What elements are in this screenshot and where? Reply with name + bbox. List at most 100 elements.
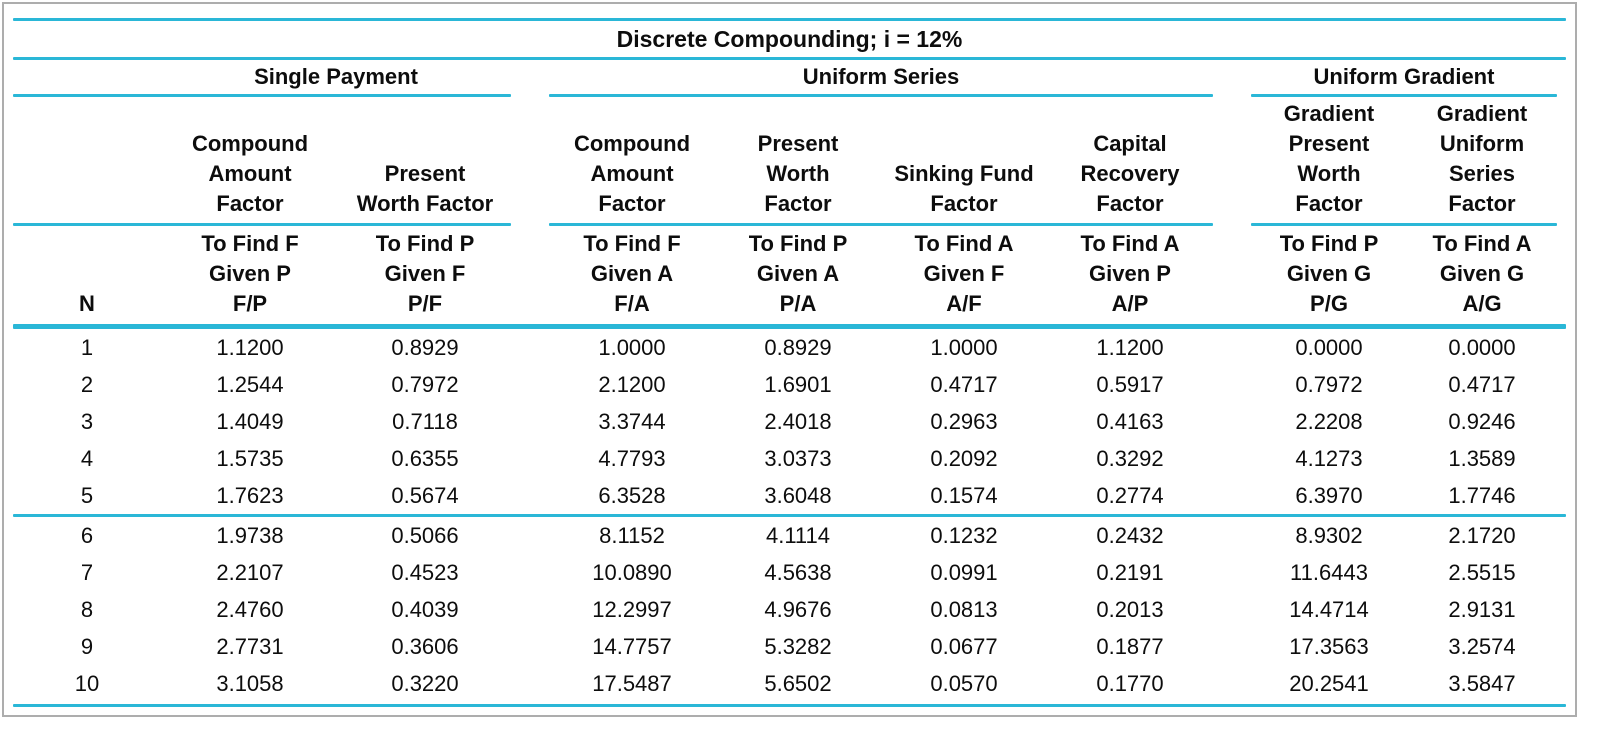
cell-n: 9 — [80, 634, 94, 659]
cell-value: 0.3220 — [391, 671, 459, 696]
table-row: 9 2.7731 0.3606 14.7757 5.3282 0.0677 0.1877 17… — [13, 628, 1566, 665]
group-underline-uniform-gradient — [1251, 94, 1557, 97]
cell-value: 0.4523 — [391, 560, 459, 585]
cell-n: 7 — [80, 560, 94, 585]
rows-group-6-10: 6 1.9738 0.5066 8.1152 4.1114 0.1232 0.2432 8.9… — [13, 517, 1566, 702]
cell-value: 0.0813 — [930, 597, 998, 622]
column-header-factor: Compound Amount Factor — [191, 131, 309, 216]
cell-value: 0.0000 — [1295, 335, 1363, 360]
cell-value: 0.8929 — [391, 335, 459, 360]
cell-value: 0.2774 — [1096, 483, 1164, 508]
cell-value: 0.1574 — [930, 483, 998, 508]
cell-value: 0.0000 — [1448, 335, 1516, 360]
cell-value: 8.1152 — [599, 523, 665, 548]
cell-n: 2 — [80, 372, 94, 397]
cell-value: 2.4018 — [764, 409, 832, 434]
cell-value: 0.0991 — [930, 560, 998, 585]
cell-value: 0.9246 — [1448, 409, 1516, 434]
subheader-pa: To Find P Given A P/A — [748, 231, 848, 316]
table-row: 6 1.9738 0.5066 8.1152 4.1114 0.1232 0.2432 8.9… — [13, 517, 1566, 554]
cell-value: 0.0570 — [930, 671, 998, 696]
cell-value: 10.0890 — [592, 560, 672, 585]
mid-divider-rule — [13, 514, 1566, 517]
group-underline-row — [13, 94, 1566, 97]
cell-value: 0.2013 — [1096, 597, 1164, 622]
cell-value: 2.2107 — [216, 560, 284, 585]
cell-n: 1 — [80, 335, 94, 360]
subheader-ag: To Find A Given G A/G — [1432, 231, 1532, 316]
cell-value: 1.7746 — [1448, 483, 1516, 508]
subheader-af: To Find A Given F A/F — [914, 231, 1014, 316]
cell-n: 10 — [74, 671, 100, 696]
cell-n: 8 — [80, 597, 94, 622]
subheader-ap: To Find A Given P A/P — [1080, 231, 1180, 316]
cell-value: 2.7731 — [216, 634, 284, 659]
subheader-pg: To Find P Given G P/G — [1279, 231, 1379, 316]
group-header-uniform-gradient: Uniform Gradient — [1313, 64, 1495, 89]
subheader-fp: To Find F Given P F/P — [201, 231, 299, 316]
cell-value: 0.5917 — [1096, 372, 1164, 397]
title-rule — [13, 57, 1566, 60]
cell-value: 1.3589 — [1448, 446, 1516, 471]
cell-n: 6 — [80, 523, 94, 548]
cell-value: 14.7757 — [592, 634, 672, 659]
cell-value: 5.3282 — [764, 634, 832, 659]
group-header-single-payment: Single Payment — [254, 64, 418, 89]
cell-value: 0.8929 — [764, 335, 832, 360]
cell-value: 0.2092 — [930, 446, 998, 471]
cell-value: 0.7972 — [391, 372, 459, 397]
cell-value: 1.5735 — [216, 446, 284, 471]
table-row: 2 1.2544 0.7972 2.1200 1.6901 0.4717 0.5917 0.7… — [13, 366, 1566, 403]
group-header-uniform-series: Uniform Series — [802, 64, 960, 89]
cell-value: 1.4049 — [216, 409, 284, 434]
column-header-factor: Present Worth Factor — [757, 131, 839, 216]
cell-value: 1.2544 — [216, 372, 284, 397]
cell-value: 0.4163 — [1096, 409, 1164, 434]
table-row: 10 3.1058 0.3220 17.5487 5.6502 0.0570 0.1770 2… — [13, 665, 1566, 702]
table-row: 3 1.4049 0.7118 3.3744 2.4018 0.2963 0.4163 2.2… — [13, 403, 1566, 440]
cell-value: 6.3528 — [598, 483, 666, 508]
cell-value: 14.4714 — [1289, 597, 1369, 622]
subheader-fa: To Find F Given A F/A — [583, 231, 681, 316]
cell-value: 3.2574 — [1448, 634, 1516, 659]
table-row: 7 2.2107 0.4523 10.0890 4.5638 0.0991 0.2191 11… — [13, 554, 1566, 591]
factor-table: Discrete Compounding; i = 12% Single Pay… — [2, 2, 1577, 717]
cell-value: 1.6901 — [764, 372, 832, 397]
cell-value: 0.4717 — [1448, 372, 1516, 397]
cell-value: 0.5066 — [391, 523, 459, 548]
cell-value: 17.3563 — [1289, 634, 1369, 659]
cell-value: 11.6443 — [1290, 560, 1368, 585]
cell-value: 3.5847 — [1448, 671, 1516, 696]
header-body-rule — [13, 324, 1566, 329]
cell-value: 0.1232 — [930, 523, 998, 548]
cell-value: 0.7972 — [1295, 372, 1363, 397]
cell-n: 3 — [80, 409, 94, 434]
subheader-row: N To Find F Given P F/P To Find P Given … — [13, 226, 1566, 324]
cell-value: 2.1200 — [598, 372, 666, 397]
cell-value: 1.0000 — [930, 335, 998, 360]
cell-value: 6.3970 — [1295, 483, 1363, 508]
cell-value: 0.3606 — [391, 634, 459, 659]
column-header-factor: Sinking Fund Factor — [894, 161, 1034, 216]
column-header-row: Compound Amount Factor Present Worth Fac… — [13, 97, 1566, 223]
header-underline-row — [13, 223, 1566, 226]
cell-value: 4.1273 — [1295, 446, 1363, 471]
cell-value: 0.2432 — [1096, 523, 1164, 548]
cell-value: 2.5515 — [1448, 560, 1516, 585]
cell-value: 8.9302 — [1295, 523, 1363, 548]
subheader-pf: To Find P Given F P/F — [375, 231, 475, 316]
cell-value: 3.0373 — [764, 446, 832, 471]
cell-value: 17.5487 — [592, 671, 672, 696]
rows-group-1-5: 1 1.1200 0.8929 1.0000 0.8929 1.0000 1.1200 0.0… — [13, 329, 1566, 514]
cell-value: 0.2963 — [930, 409, 998, 434]
cell-value: 0.1877 — [1096, 634, 1164, 659]
cell-value: 4.5638 — [764, 560, 832, 585]
cell-n: 5 — [80, 483, 94, 508]
cell-value: 4.1114 — [765, 523, 831, 548]
header-underline-single-payment — [13, 223, 511, 226]
group-underline-uniform-series — [549, 94, 1213, 97]
header-underline-uniform-series — [549, 223, 1213, 226]
table-row: 1 1.1200 0.8929 1.0000 0.8929 1.0000 1.1200 0.0… — [13, 329, 1566, 366]
cell-value: 3.1058 — [216, 671, 284, 696]
column-header-factor: Gradient Present Worth Factor — [1283, 101, 1375, 216]
